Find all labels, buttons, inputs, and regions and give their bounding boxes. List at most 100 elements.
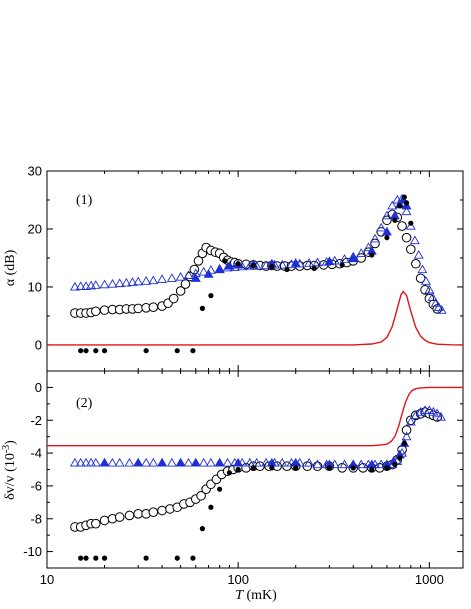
data-point-open-triangle bbox=[329, 459, 340, 469]
data-point-open-circle bbox=[157, 505, 167, 516]
data-point-open-circle bbox=[99, 515, 110, 526]
data-point-open-circle bbox=[91, 518, 101, 529]
data-point-open-triangle bbox=[75, 281, 86, 290]
data-point-open-triangle bbox=[432, 408, 443, 418]
x-axis-label-unit: (mK) bbox=[243, 588, 277, 603]
data-point-open-triangle bbox=[141, 457, 152, 467]
data-point-open-triangle bbox=[107, 278, 118, 288]
data-point-open-triangle bbox=[427, 292, 438, 301]
data-point-filled-triangle bbox=[99, 457, 110, 467]
data-point-open-triangle bbox=[363, 242, 374, 252]
data-point-open-triangle bbox=[175, 271, 186, 281]
data-point-open-triangle bbox=[304, 258, 315, 267]
data-point-filled-circle bbox=[208, 504, 214, 510]
x-tick-label: 100 bbox=[227, 572, 249, 587]
data-point-filled-circle bbox=[208, 293, 214, 299]
data-point-filled-circle bbox=[397, 203, 403, 209]
y-tick-label: 0 bbox=[35, 337, 42, 352]
data-point-open-triangle bbox=[81, 457, 91, 467]
data-point-open-triangle bbox=[312, 459, 323, 469]
data-point-filled-circle bbox=[93, 555, 99, 561]
data-point-open-triangle bbox=[69, 281, 80, 291]
data-point-filled-circle bbox=[339, 262, 345, 268]
model-curve bbox=[47, 386, 463, 447]
data-point-open-triangle bbox=[277, 259, 288, 269]
data-point-open-triangle bbox=[251, 457, 262, 467]
data-point-filled-circle bbox=[392, 217, 398, 223]
data-point-filled-circle bbox=[235, 261, 241, 267]
y-axis-label-velocity-close: ) bbox=[3, 440, 18, 445]
data-point-open-triangle bbox=[114, 457, 125, 467]
data-point-open-triangle bbox=[356, 459, 367, 469]
data-point-open-triangle bbox=[376, 222, 387, 232]
data-point-open-triangle bbox=[304, 457, 315, 467]
data-point-filled-circle bbox=[83, 555, 89, 561]
data-point-filled-circle bbox=[269, 465, 275, 471]
data-point-open-circle bbox=[148, 507, 159, 517]
data-point-open-circle bbox=[133, 509, 144, 519]
data-point-open-circle bbox=[189, 264, 200, 275]
data-point-open-circle bbox=[370, 238, 380, 249]
data-point-open-triangle bbox=[420, 276, 431, 285]
data-point-filled-circle bbox=[269, 264, 275, 270]
x-axis-label-symbol: T bbox=[235, 588, 244, 603]
data-point-filled-circle bbox=[101, 348, 108, 354]
data-point-filled-circle bbox=[143, 348, 149, 354]
data-point-open-triangle bbox=[133, 276, 144, 286]
y-tick-label: -8 bbox=[30, 511, 42, 526]
data-point-open-circle bbox=[124, 510, 135, 521]
data-point-open-triangle bbox=[277, 457, 288, 467]
data-point-open-triangle bbox=[356, 248, 367, 257]
data-point-filled-circle bbox=[222, 258, 228, 264]
data-point-open-circle bbox=[382, 215, 392, 226]
data-point-open-triangle bbox=[198, 457, 209, 467]
data-point-filled-circle bbox=[78, 348, 84, 354]
data-point-filled-circle bbox=[78, 555, 84, 561]
panel-sound-velocity: 10 100 1000 0 -2 -4 -6 -8 -10 bbox=[23, 370, 464, 587]
data-point-open-triangle bbox=[381, 210, 392, 220]
y-axis-label-velocity: δv/v (10-3) bbox=[1, 440, 18, 500]
data-point-open-circle bbox=[133, 303, 144, 314]
data-point-open-triangle bbox=[409, 235, 420, 245]
data-point-open-triangle bbox=[90, 280, 101, 289]
data-point-open-triangle bbox=[166, 273, 177, 282]
data-point-filled-triangle bbox=[133, 457, 144, 467]
data-point-filled-triangle bbox=[233, 457, 244, 467]
data-point-open-triangle bbox=[183, 270, 194, 279]
data-point-open-triangle bbox=[121, 277, 132, 287]
data-point-filled-circle bbox=[174, 555, 180, 561]
data-point-filled-circle bbox=[401, 440, 407, 446]
data-point-open-triangle bbox=[166, 457, 177, 467]
data-point-filled-circle bbox=[199, 305, 206, 311]
data-point-filled-triangle bbox=[224, 260, 235, 270]
data-point-filled-circle bbox=[284, 266, 290, 273]
panel-label-2: (2) bbox=[76, 396, 93, 411]
data-point-filled-circle bbox=[350, 465, 356, 471]
data-point-filled-circle bbox=[101, 555, 108, 561]
data-point-open-triangle bbox=[424, 284, 435, 294]
data-point-open-triangle bbox=[329, 255, 340, 265]
data-point-open-triangle bbox=[430, 298, 441, 307]
data-point-filled-circle bbox=[235, 466, 241, 473]
data-point-open-triangle bbox=[114, 278, 125, 288]
data-point-open-circle bbox=[91, 306, 101, 317]
data-point-open-triangle bbox=[401, 206, 412, 216]
x-tick-label: 10 bbox=[40, 572, 54, 587]
data-point-filled-triangle bbox=[381, 226, 392, 236]
data-point-open-triangle bbox=[99, 279, 110, 289]
data-point-open-triangle bbox=[127, 277, 138, 286]
data-point-filled-triangle bbox=[214, 457, 225, 467]
data-point-open-circle bbox=[356, 253, 366, 263]
data-point-filled-circle bbox=[397, 455, 403, 461]
data-point-open-triangle bbox=[417, 264, 428, 274]
data-point-open-triangle bbox=[413, 249, 424, 259]
data-point-open-triangle bbox=[124, 457, 135, 467]
data-point-filled-circle bbox=[250, 465, 256, 471]
y-tick-label: 30 bbox=[28, 164, 42, 179]
data-point-filled-circle bbox=[326, 465, 332, 471]
data-point-open-circle bbox=[193, 256, 204, 266]
y-axis-label-alpha: α (dB) bbox=[3, 249, 18, 286]
data-point-filled-circle bbox=[293, 465, 299, 471]
model-curve bbox=[47, 290, 464, 346]
